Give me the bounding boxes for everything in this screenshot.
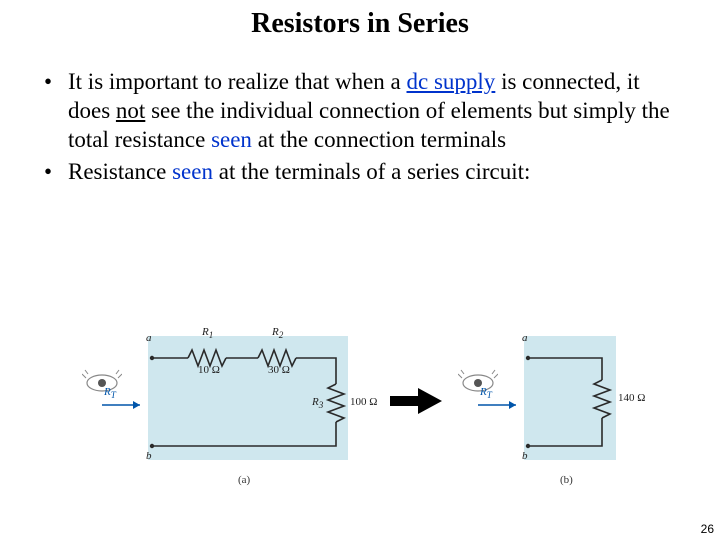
text-run: It is important to realize that when a (68, 69, 407, 94)
caption-a: (a) (238, 474, 250, 486)
page-title: Resistors in Series (0, 0, 720, 40)
bullet-1: • It is important to realize that when a… (40, 68, 680, 154)
r2-value: 30 Ω (268, 364, 290, 376)
bullet-dot: • (40, 158, 68, 187)
not-text: not (116, 98, 145, 123)
dc-supply-text: dc supply (407, 69, 496, 94)
bullet-2: • Resistance seen at the terminals of a … (40, 158, 680, 187)
transition-arrow-icon (388, 386, 444, 416)
r3-label: R3 (312, 396, 323, 410)
r3-value: 100 Ω (350, 396, 377, 408)
seen-text: seen (211, 127, 252, 152)
circuit-diagram: a b RT R1 10 Ω R2 30 Ω R3 100 Ω (a) a b … (88, 328, 648, 508)
bullet-list: • It is important to realize that when a… (0, 40, 720, 187)
text-run: at the connection terminals (252, 127, 506, 152)
circuit-b (512, 336, 632, 486)
eye-icon (458, 368, 498, 398)
r1-value: 10 Ω (198, 364, 220, 376)
circuit-a (136, 336, 366, 486)
terminal-a: a (146, 332, 152, 344)
r2-label: R2 (272, 326, 283, 340)
rt-label-b: RT (480, 386, 492, 400)
seen-text: seen (172, 159, 213, 184)
bullet-2-text: Resistance seen at the terminals of a se… (68, 158, 680, 187)
terminal-b-b: b (522, 450, 528, 462)
terminal-b: b (146, 450, 152, 462)
req-value: 140 Ω (618, 392, 645, 404)
text-run: at the terminals of a series circuit: (213, 159, 530, 184)
text-run: Resistance (68, 159, 172, 184)
bullet-1-text: It is important to realize that when a d… (68, 68, 680, 154)
page-number: 26 (701, 522, 714, 536)
caption-b: (b) (560, 474, 573, 486)
eye-icon (82, 368, 122, 398)
bullet-dot: • (40, 68, 68, 97)
r1-label: R1 (202, 326, 213, 340)
rt-label-a: RT (104, 386, 116, 400)
terminal-a-b: a (522, 332, 528, 344)
